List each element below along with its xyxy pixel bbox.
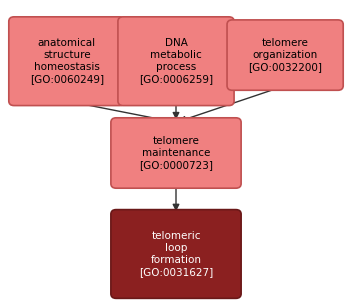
FancyBboxPatch shape <box>111 118 241 188</box>
FancyBboxPatch shape <box>227 20 343 90</box>
Text: anatomical
structure
homeostasis
[GO:0060249]: anatomical structure homeostasis [GO:006… <box>30 38 104 84</box>
FancyBboxPatch shape <box>9 17 125 106</box>
FancyBboxPatch shape <box>111 210 241 298</box>
Text: DNA
metabolic
process
[GO:0006259]: DNA metabolic process [GO:0006259] <box>139 38 213 84</box>
Text: telomere
organization
[GO:0032200]: telomere organization [GO:0032200] <box>248 38 322 72</box>
FancyBboxPatch shape <box>118 17 234 106</box>
Text: telomere
maintenance
[GO:0000723]: telomere maintenance [GO:0000723] <box>139 136 213 170</box>
Text: telomeric
loop
formation
[GO:0031627]: telomeric loop formation [GO:0031627] <box>139 231 213 277</box>
